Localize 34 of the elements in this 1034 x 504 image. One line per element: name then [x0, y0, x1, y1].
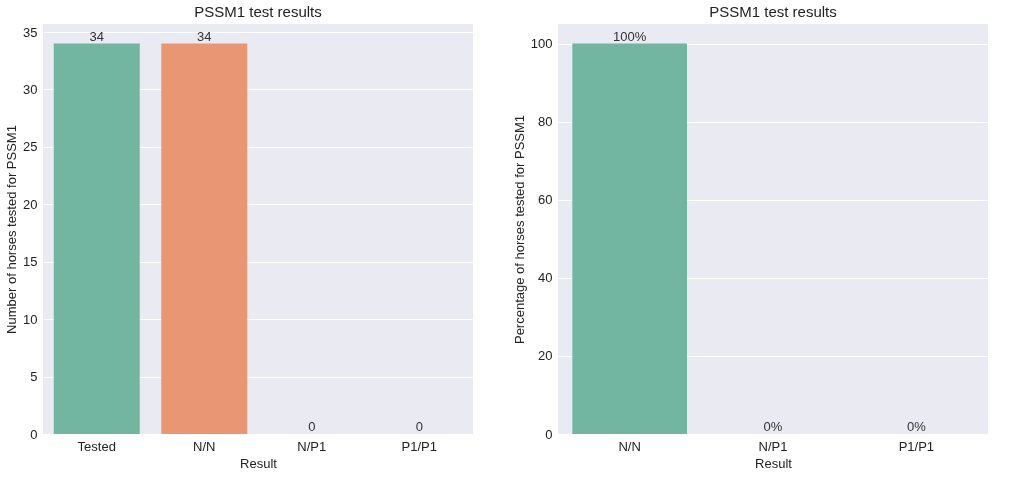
data-label: 100% — [613, 28, 647, 44]
x-tick-label: P1/P1 — [898, 438, 935, 454]
data-label: 0% — [906, 419, 927, 434]
data-label: 34 — [197, 28, 212, 44]
y-tick-label: 20 — [23, 196, 38, 212]
chart-title: PSSM1 test results — [709, 3, 837, 20]
data-label: 0 — [415, 419, 423, 434]
y-axis-title: Number of horses tested for PSSM1 — [4, 125, 20, 334]
y-tick-label: 5 — [30, 369, 38, 385]
y-tick-label: 25 — [23, 139, 38, 155]
y-axis-title: Percentage of horses tested for PSSM1 — [511, 114, 527, 345]
x-tick-label: N/P1 — [758, 438, 788, 454]
data-label: 0% — [763, 419, 783, 434]
y-tick-label: 35 — [23, 24, 38, 40]
x-axis-title: Result — [240, 455, 278, 471]
y-tick-label: 60 — [538, 192, 553, 208]
data-label: 34 — [89, 28, 104, 44]
x-tick-label: N/N — [618, 438, 641, 454]
x-tick-label: N/P1 — [297, 438, 327, 454]
y-tick-label: 80 — [538, 114, 553, 130]
y-tick-label: 30 — [23, 81, 38, 97]
x-axis-title: Result — [755, 455, 793, 471]
y-tick-label: 20 — [538, 348, 553, 364]
x-tick-label: P1/P1 — [401, 438, 437, 454]
chart-title: PSSM1 test results — [194, 3, 322, 20]
y-tick-label: 0 — [545, 426, 553, 442]
y-tick-label: 100 — [530, 36, 553, 52]
y-tick-label: 0 — [30, 426, 38, 442]
y-tick-label: 15 — [23, 254, 38, 270]
y-tick-label: 10 — [23, 311, 38, 327]
y-tick-label: 40 — [538, 270, 553, 286]
x-tick-label: N/N — [193, 438, 216, 454]
x-tick-label: Tested — [77, 438, 116, 454]
data-label: 0 — [308, 419, 316, 434]
